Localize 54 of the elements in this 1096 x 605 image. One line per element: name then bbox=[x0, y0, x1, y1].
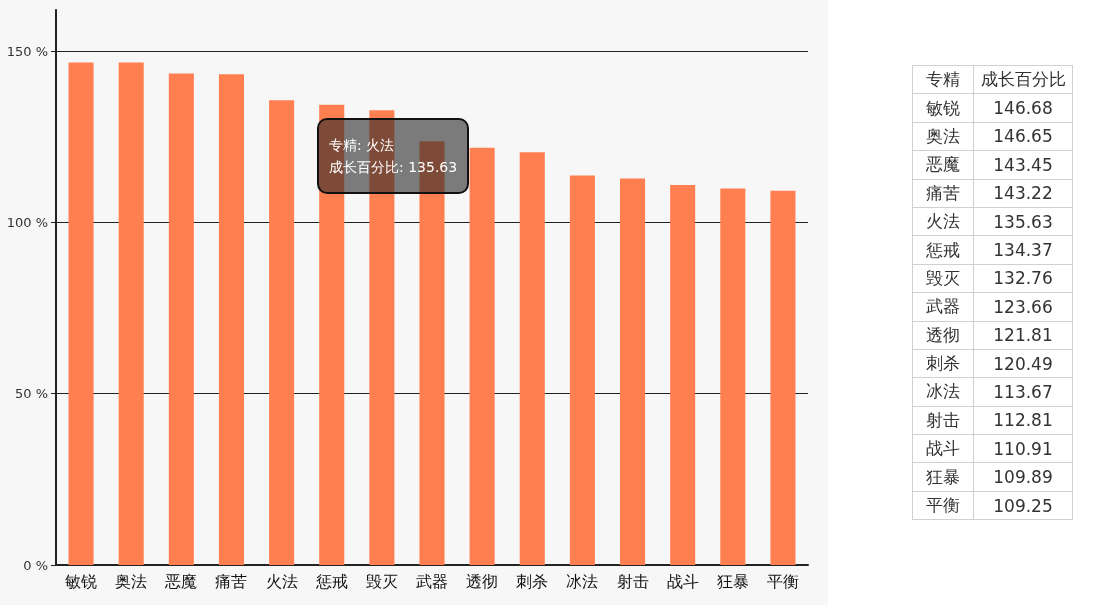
text: 135.63 bbox=[973, 207, 1073, 236]
category-label: 射击 bbox=[926, 409, 960, 430]
category-label: 透彻 bbox=[926, 324, 960, 345]
category-label: 火法 bbox=[926, 211, 960, 232]
x-tick-label: 狂暴 bbox=[716, 571, 749, 591]
category-label: 狂暴 bbox=[926, 466, 960, 487]
x-tick-label: 奥法 bbox=[115, 571, 148, 591]
text: 143.45 bbox=[973, 150, 1073, 180]
x-tick-label: 冰法 bbox=[566, 571, 599, 591]
category-label: 恶魔 bbox=[926, 154, 960, 175]
text: 113.67 bbox=[973, 377, 1073, 407]
text: 146.68 bbox=[973, 93, 1073, 123]
category-label: 平衡 bbox=[926, 495, 960, 516]
text: 123.66 bbox=[973, 292, 1073, 322]
annotation: 专精: 火法 bbox=[329, 136, 396, 155]
category-label: 武器 bbox=[926, 296, 960, 317]
category-label: 毁灭 bbox=[926, 267, 960, 288]
text: 121.81 bbox=[973, 321, 1073, 350]
text: 专精 bbox=[912, 65, 974, 94]
x-tick-label: 平衡 bbox=[766, 571, 799, 591]
tooltip-box: 专精: 火法 成长百分比: 135.63 bbox=[317, 118, 470, 194]
x-tick-label: 火法 bbox=[265, 571, 298, 591]
category-label: 冰法 bbox=[926, 381, 960, 402]
x-tick-label: 射击 bbox=[616, 571, 649, 591]
category-label: 奥法 bbox=[926, 125, 960, 146]
x-tick-label: 毁灭 bbox=[365, 571, 398, 591]
x-tick-label: 透彻 bbox=[466, 571, 499, 591]
y-tick-label: 50 % bbox=[14, 386, 48, 402]
text: 112.81 bbox=[973, 406, 1073, 435]
text: 143.22 bbox=[973, 179, 1073, 208]
x-tick-label: 战斗 bbox=[666, 571, 699, 591]
text: 120.49 bbox=[973, 349, 1073, 378]
text: 110.91 bbox=[973, 434, 1073, 463]
category-label: 敏锐 bbox=[926, 97, 960, 118]
text: 109.89 bbox=[973, 462, 1073, 492]
y-tick-label: 100 % bbox=[6, 214, 48, 230]
x-tick-label: 恶魔 bbox=[164, 571, 198, 591]
category-label: 惩戒 bbox=[926, 239, 960, 260]
text: 109.25 bbox=[973, 491, 1073, 520]
category-label: 刺杀 bbox=[926, 353, 960, 374]
x-tick-label: 痛苦 bbox=[215, 571, 248, 591]
text: 成长百分比 bbox=[973, 65, 1073, 94]
x-tick-label: 刺杀 bbox=[516, 571, 549, 591]
y-tick-label: 150 % bbox=[6, 43, 48, 59]
annotation: 成长百分比: 135.63 bbox=[329, 158, 458, 177]
x-tick-label: 武器 bbox=[416, 571, 448, 591]
category-label: 痛苦 bbox=[926, 182, 960, 203]
y-tick-label: 0 % bbox=[23, 557, 48, 573]
text: 146.65 bbox=[973, 122, 1073, 151]
text: 132.76 bbox=[973, 264, 1073, 293]
x-tick-label: 敏锐 bbox=[65, 571, 98, 591]
text: 134.37 bbox=[973, 235, 1073, 265]
category-label: 战斗 bbox=[926, 438, 960, 459]
x-tick-label: 惩戒 bbox=[314, 571, 348, 591]
